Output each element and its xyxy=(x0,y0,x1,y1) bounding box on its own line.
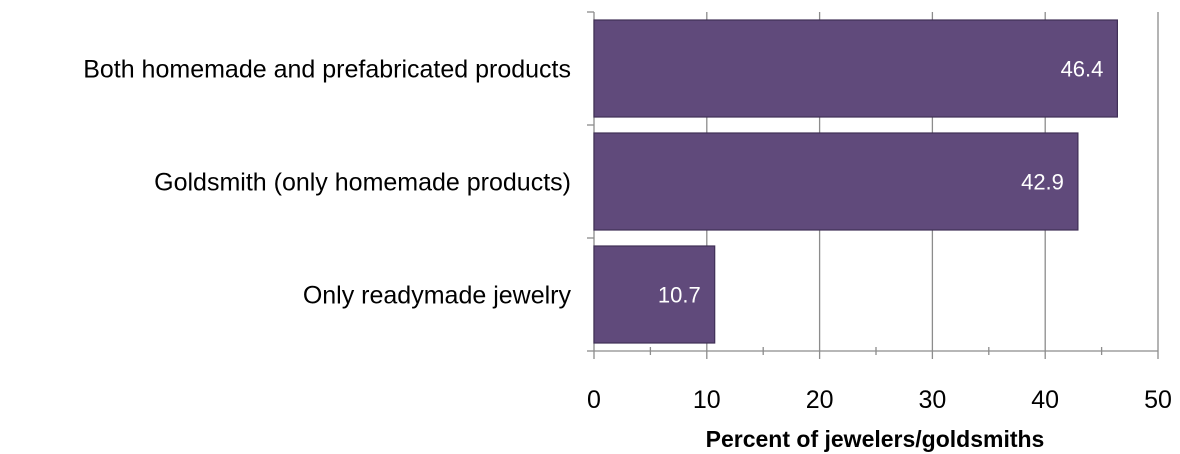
data-label-3: 10.7 xyxy=(658,283,701,308)
labels: 0 10 20 30 40 50 Both homemade and prefabricat… xyxy=(83,56,1172,415)
bar-2 xyxy=(593,132,1079,231)
bar-1 xyxy=(593,19,1118,118)
x-axis-title: Percent of jewelers/goldsmiths xyxy=(706,426,1045,452)
bars xyxy=(593,19,1118,344)
x-tick-label-0: 0 xyxy=(587,386,601,414)
data-label-2: 42.9 xyxy=(1021,170,1064,195)
category-label-1: Both homemade and prefabricated products xyxy=(83,56,571,84)
x-tick-label-20: 20 xyxy=(806,386,834,414)
x-tick-label-30: 30 xyxy=(918,386,946,414)
bar-3 xyxy=(593,245,716,344)
x-tick-label-10: 10 xyxy=(693,386,721,414)
x-tick-label-40: 40 xyxy=(1031,386,1059,414)
category-label-3: Only readymade jewelry xyxy=(303,282,572,310)
x-tick-label-50: 50 xyxy=(1144,386,1172,414)
data-label-1: 46.4 xyxy=(1061,57,1104,82)
category-label-2: Goldsmith (only homemade products) xyxy=(154,169,571,197)
